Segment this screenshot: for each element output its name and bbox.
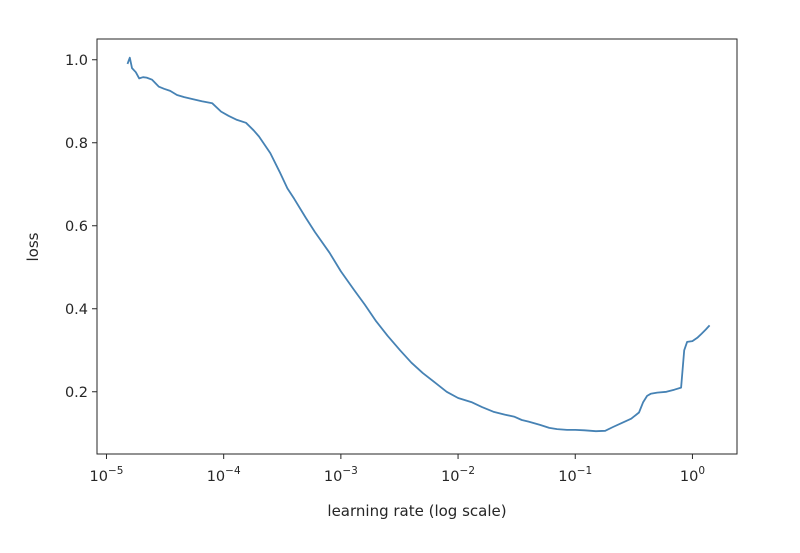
y-axis-ticks: 0.2 0.4 0.6 0.8 1.0 xyxy=(65,53,97,401)
y-tick-label: 0.8 xyxy=(65,136,88,152)
x-tick-label: 10−5 xyxy=(90,465,124,485)
x-tick-label: 10−3 xyxy=(324,465,358,485)
x-axis-ticks: 10−5 10−4 10−3 10−2 10−1 100 xyxy=(90,454,705,485)
y-tick-label: 0.4 xyxy=(65,302,88,318)
x-tick-label: 10−1 xyxy=(558,465,592,485)
x-tick-label: 100 xyxy=(680,465,705,485)
y-tick-label: 1.0 xyxy=(65,53,88,69)
plot-area xyxy=(96,38,738,455)
series-line-loss xyxy=(126,56,711,433)
x-tick-label: 10−4 xyxy=(207,465,241,485)
x-tick-label: 10−2 xyxy=(441,465,475,485)
y-tick-label: 0.6 xyxy=(65,219,88,235)
x-axis-label: learning rate (log scale) xyxy=(327,502,506,520)
y-axis-label: loss xyxy=(24,232,42,261)
y-tick-label: 0.2 xyxy=(65,385,88,401)
